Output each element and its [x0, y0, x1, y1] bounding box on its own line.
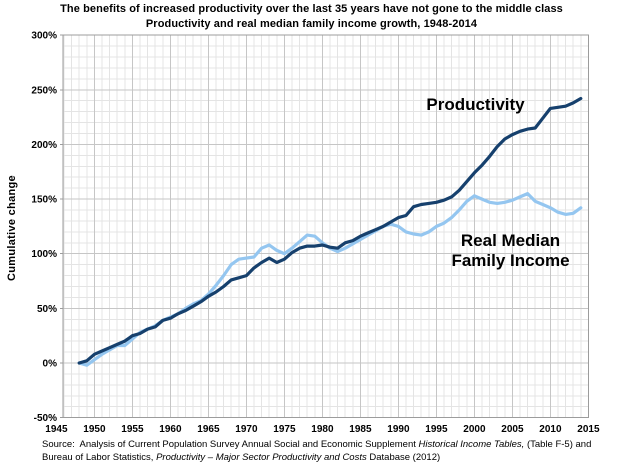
y-tick-label: 250% [31, 85, 57, 96]
x-tick-label: 1965 [197, 424, 220, 435]
x-tick-label: 2015 [577, 424, 600, 435]
x-tick-label: 1985 [349, 424, 372, 435]
source-italic-segment: Historical Income Tables, [418, 439, 525, 450]
x-tick-label: 1995 [425, 424, 448, 435]
x-tick-label: 2000 [463, 424, 486, 435]
x-tick-label: 1960 [159, 424, 182, 435]
y-tick-label: 300% [31, 31, 57, 42]
income-line-label: Real Median Family Income [428, 231, 593, 271]
chart-subtitle: Productivity and real median family inco… [145, 18, 478, 30]
income-line-label-line2: Family Income [451, 251, 570, 270]
income-line-label-line1: Real Median [460, 231, 561, 250]
source-note-line2: Bureau of Labor Statistics, Productivity… [42, 452, 602, 465]
y-tick-label: 50% [37, 304, 57, 315]
x-tick-label: 1975 [273, 424, 296, 435]
y-tick-label: -50% [34, 413, 57, 424]
y-tick-label: 100% [31, 249, 57, 260]
source-text-segment: (Table F-5) and [524, 439, 592, 450]
x-tick-label: 2010 [539, 424, 562, 435]
source-note-line1: Source: Analysis of Current Population S… [42, 439, 602, 452]
source-italic-segment: Productivity – Major Sector Productivity… [156, 451, 367, 463]
y-tick-label: 0% [43, 359, 58, 370]
source-note: Source: Analysis of Current Population S… [42, 439, 602, 464]
x-tick-label: 1970 [235, 424, 258, 435]
series-line-productivity [77, 96, 583, 365]
x-tick-label: 1955 [121, 424, 144, 435]
source-text-segment: Database (2012) [366, 451, 441, 463]
x-tick-label: 1990 [387, 424, 410, 435]
y-tick-label: 150% [31, 195, 57, 206]
source-text-segment: Bureau of Labor Statistics, [42, 451, 157, 463]
x-tick-label: 1950 [83, 424, 106, 435]
source-text-segment: Source: Analysis of Current Population S… [42, 439, 419, 450]
y-tick-label: 200% [31, 140, 57, 151]
x-tick-label: 2005 [501, 424, 524, 435]
chart-title: The benefits of increased productivity o… [60, 3, 563, 15]
x-tick-label: 1980 [311, 424, 334, 435]
productivity-line-label: Productivity [426, 95, 525, 114]
plot-border [62, 34, 589, 419]
x-tick-label: 1945 [45, 424, 68, 435]
